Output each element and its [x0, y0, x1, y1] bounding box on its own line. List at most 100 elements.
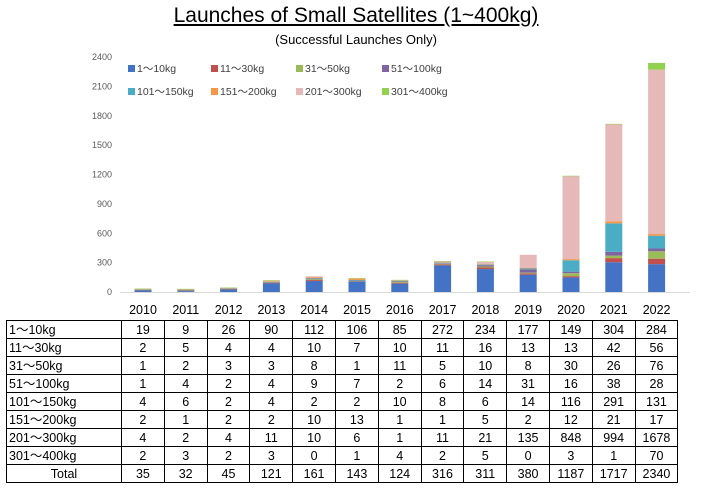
table-cell: 0 [292, 446, 336, 465]
table-cell: 1 [121, 356, 165, 375]
bar-segment [605, 123, 623, 125]
bar-segment [519, 273, 537, 275]
table-cell: 90 [249, 320, 294, 339]
table-cell: 70 [634, 446, 679, 465]
table-cell: 1187 [548, 464, 593, 483]
legend-swatch [211, 65, 218, 72]
bar-segment [605, 262, 623, 292]
table-cell: 5 [163, 338, 208, 357]
x-axis-labels: 2010 2011 2012 2013 2014 2015 2016 2017 2018 2019… [0, 303, 712, 319]
legend-swatch [382, 88, 389, 95]
table-cell: 106 [334, 320, 379, 339]
x-tick-label: 2022 [642, 303, 671, 317]
table-cell: 9 [163, 320, 208, 339]
table-row: 1～10kg 19 9 26 90 112 106 85 272 234 177 149 304 284 [6, 320, 679, 339]
table-cell: 131 [634, 392, 679, 411]
bar-segment [177, 288, 195, 290]
bar-segment [519, 254, 537, 269]
table-cell: 4 [121, 428, 165, 447]
table-cell: 13 [506, 338, 550, 357]
bar-segment [305, 279, 323, 281]
bar-segment [305, 278, 323, 280]
y-tick-label: 300 [97, 258, 112, 268]
table-cell: 234 [463, 320, 508, 339]
bar-segment [220, 287, 238, 289]
table-cell: 4 [206, 338, 251, 357]
bar-segment [648, 248, 666, 252]
bar-segment [605, 258, 623, 263]
table-cell: 76 [634, 356, 679, 375]
bar-segment [305, 276, 323, 278]
legend-swatch [211, 88, 218, 95]
table-cell: 2 [334, 392, 379, 411]
table-cell: 10 [292, 338, 336, 357]
bar-segment [519, 269, 537, 273]
row-label: 151～200kg [6, 410, 122, 429]
table-cell: 994 [591, 428, 636, 447]
legend-label: 151～200kg [220, 86, 277, 98]
y-tick-label: 2100 [92, 81, 112, 91]
row-label: 1～10kg [6, 320, 122, 339]
chart-subtitle: (Successful Launches Only) [275, 32, 437, 47]
x-tick-label: 2019 [514, 303, 543, 317]
table-cell: 5 [463, 410, 508, 429]
bar-segment [605, 255, 623, 259]
bar-segment [348, 280, 366, 282]
table-cell: 124 [377, 464, 422, 483]
x-tick-label: 2014 [300, 303, 329, 317]
table-row: 151～200kg 2 1 2 2 10 13 1 1 5 2 12 21 17 [6, 410, 679, 429]
table-cell: 3 [206, 356, 251, 375]
table-cell: 19 [121, 320, 165, 339]
bar-segment [134, 288, 152, 290]
bar-segment [262, 281, 280, 283]
table-cell: 1 [420, 410, 465, 429]
row-label: 31～50kg [6, 356, 122, 375]
bar-segment [434, 265, 452, 292]
table-row: 301～400kg 2 3 2 3 0 1 4 2 5 0 3 1 70 [6, 446, 679, 465]
bar-segment [434, 262, 452, 263]
bar-segment [220, 289, 238, 290]
table-cell: 17 [634, 410, 679, 429]
table-cell: 3 [163, 446, 208, 465]
legend-label: 101～150kg [137, 86, 194, 98]
table-cell: 4 [249, 374, 294, 393]
legend-label: 201～300kg [305, 86, 362, 98]
table-cell: 4 [377, 446, 422, 465]
bar-segment [519, 272, 537, 274]
table-cell: 1 [163, 410, 208, 429]
bar-segment [434, 261, 452, 262]
table-cell: 1 [334, 446, 379, 465]
table-cell: 161 [292, 464, 336, 483]
x-tick-label: 2017 [428, 303, 457, 317]
bar-segment [391, 282, 409, 284]
table-cell: 26 [591, 356, 636, 375]
table-cell: 56 [634, 338, 679, 357]
table-cell: 149 [548, 320, 593, 339]
bar-segment [562, 273, 580, 277]
table-cell: 16 [548, 374, 593, 393]
y-tick-label: 2400 [92, 52, 112, 62]
table-cell: 0 [506, 446, 550, 465]
table-cell: 32 [163, 464, 208, 483]
legend-label: 301～400kg [391, 86, 448, 98]
table-cell: 38 [591, 374, 636, 393]
bar-segment [177, 289, 195, 290]
bar-segment [305, 280, 323, 282]
table-cell: 14 [463, 374, 508, 393]
table-cell: 21 [463, 428, 508, 447]
table-cell: 2 [420, 446, 465, 465]
bar-segment [562, 175, 580, 177]
x-tick-label: 2015 [343, 303, 371, 317]
bar-segment [562, 176, 580, 260]
y-tick-label: 1800 [92, 111, 112, 121]
bar-segment [519, 268, 537, 269]
table-cell: 3 [249, 356, 294, 375]
bar-segment [391, 280, 409, 281]
x-tick-label: 2012 [214, 303, 243, 317]
bar-segment [476, 264, 494, 266]
bar-segment [648, 264, 666, 292]
table-cell: 35 [121, 464, 165, 483]
table-cell: 311 [463, 464, 508, 483]
table-cell: 2 [121, 446, 165, 465]
bar-segment [648, 251, 666, 259]
